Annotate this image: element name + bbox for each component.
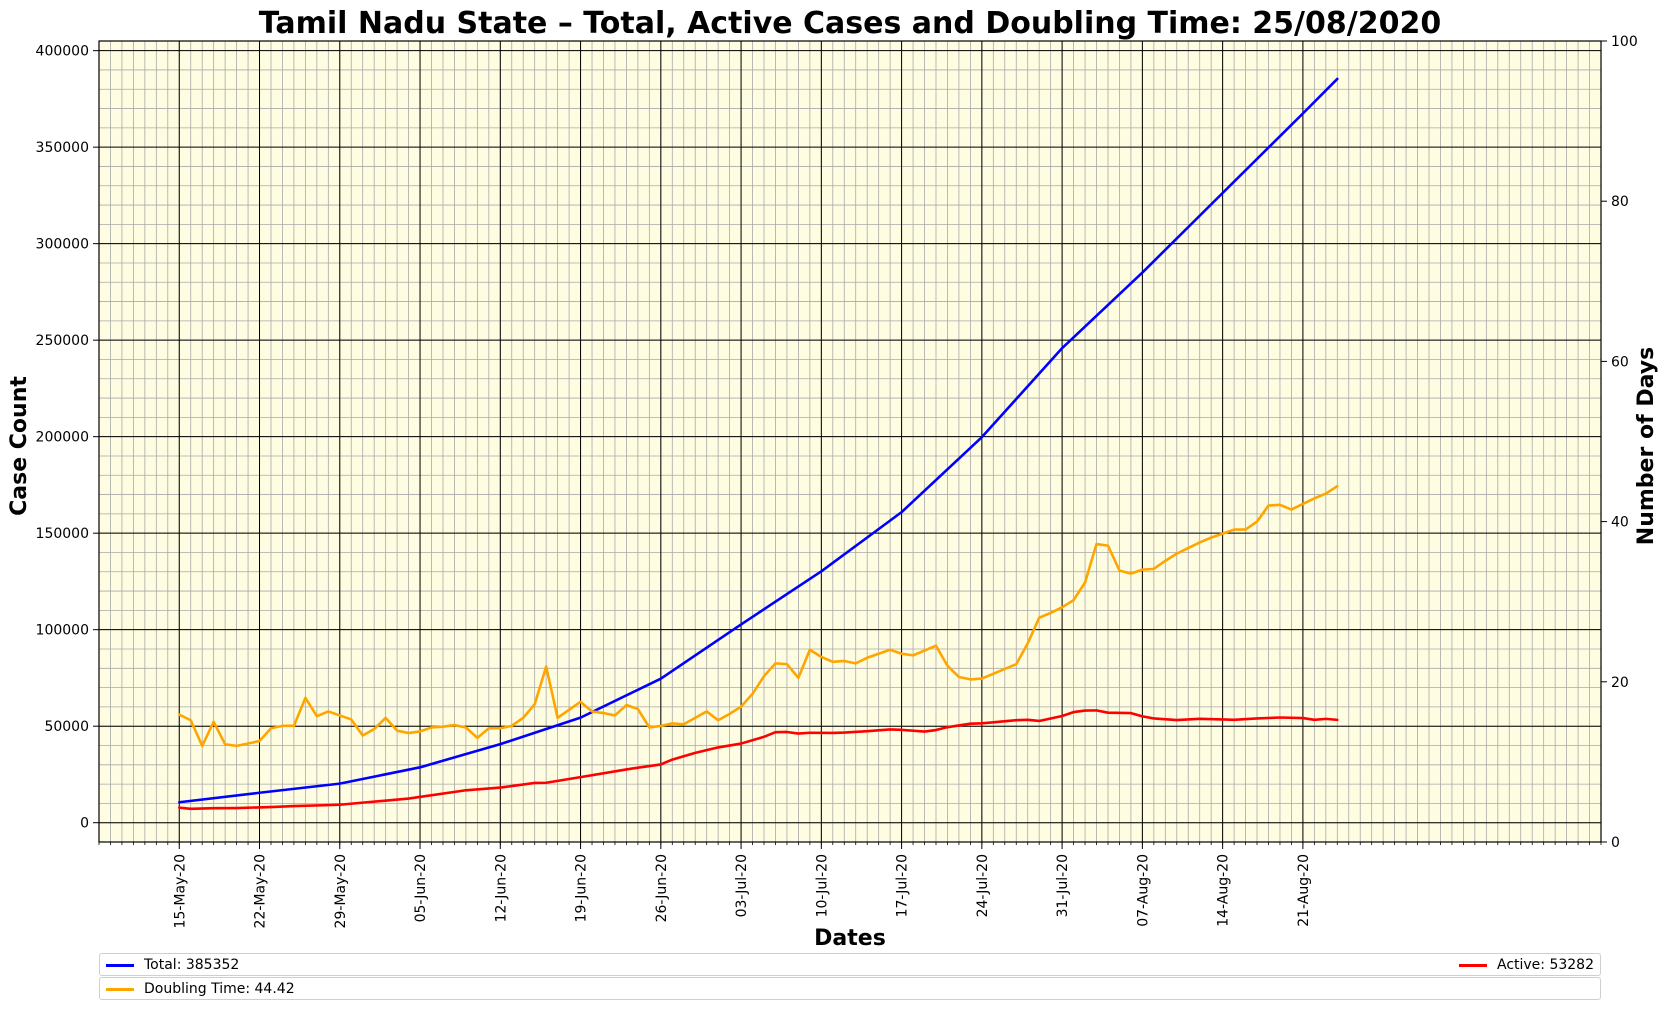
y-tick-label: 50000 [44, 719, 89, 735]
x-tick-label: 10-Jul-20 [814, 854, 830, 917]
y2-axis-label: Number of Days [1634, 347, 1659, 545]
x-tick-label: 17-Jul-20 [895, 854, 911, 917]
y-tick-label: 0 [80, 816, 89, 832]
x-axis-label: Dates [814, 926, 886, 951]
legend-swatch-total [106, 963, 134, 967]
plot-area: 0 50000 100000 150000 200000 250000 300000 3500… [36, 34, 1638, 928]
plot-frame [98, 40, 1602, 843]
y2-tick-label: 40 [1611, 515, 1629, 531]
x-tick-label: 07-Aug-20 [1135, 854, 1151, 927]
x-tick-label: 15-May-20 [172, 854, 188, 928]
legend-row-2: Doubling Time: 44.42 [99, 977, 1601, 1000]
y2-tick-label: 0 [1611, 835, 1620, 851]
legend-swatch-doubling-time [106, 987, 134, 991]
x-tick-label: 12-Jun-20 [493, 854, 509, 922]
y-tick-label: 200000 [36, 430, 89, 446]
legend-label-doubling-time: Doubling Time: 44.42 [144, 981, 295, 997]
x-tick-label: 21-Aug-20 [1296, 854, 1312, 927]
legend-label-active: Active: 53282 [1496, 957, 1594, 973]
series-line-active [177, 709, 1339, 811]
x-tick-label: 26-Jun-20 [654, 854, 670, 922]
x-tick-label: 29-May-20 [333, 854, 349, 928]
y-tick-label: 150000 [36, 526, 89, 542]
x-tick-label: 05-Jun-20 [413, 854, 429, 922]
x-tick-label: 03-Jul-20 [734, 854, 750, 917]
chart-title: Tamil Nadu State – Total, Active Cases a… [259, 6, 1441, 41]
y2-tick-label: 60 [1611, 354, 1629, 370]
legend-entry-active: Active: 53282 [1458, 957, 1594, 973]
x-tick-label: 31-Jul-20 [1055, 854, 1071, 917]
x-tick-label: 24-Jul-20 [975, 854, 991, 917]
x-tick-label: 14-Aug-20 [1216, 854, 1232, 927]
x-tick-label: 19-Jun-20 [574, 854, 590, 922]
y-axis-label: Case Count [7, 376, 32, 516]
y-tick-label: 300000 [36, 237, 89, 253]
y2-tick-label: 80 [1611, 194, 1629, 210]
legend-label-total: Total: 385352 [144, 957, 240, 973]
plot-background [99, 41, 1601, 842]
y-tick-label: 250000 [36, 333, 89, 349]
legend-swatch-active [1458, 963, 1487, 967]
series-line-total [177, 77, 1339, 804]
y-tick-label: 350000 [36, 140, 89, 156]
y-tick-label: 100000 [36, 623, 89, 639]
x-tick-label: 22-May-20 [253, 854, 269, 928]
legend-row-1: Total: 385352 Active: 53282 [99, 953, 1601, 976]
series-line-doubling-time [177, 484, 1339, 748]
y-tick-label: 400000 [36, 44, 89, 60]
y2-tick-label: 100 [1611, 34, 1638, 50]
legend-entry-doubling-time: Doubling Time: 44.42 [106, 981, 295, 997]
legend-entry-total: Total: 385352 [106, 957, 239, 973]
y2-tick-label: 20 [1611, 675, 1629, 691]
